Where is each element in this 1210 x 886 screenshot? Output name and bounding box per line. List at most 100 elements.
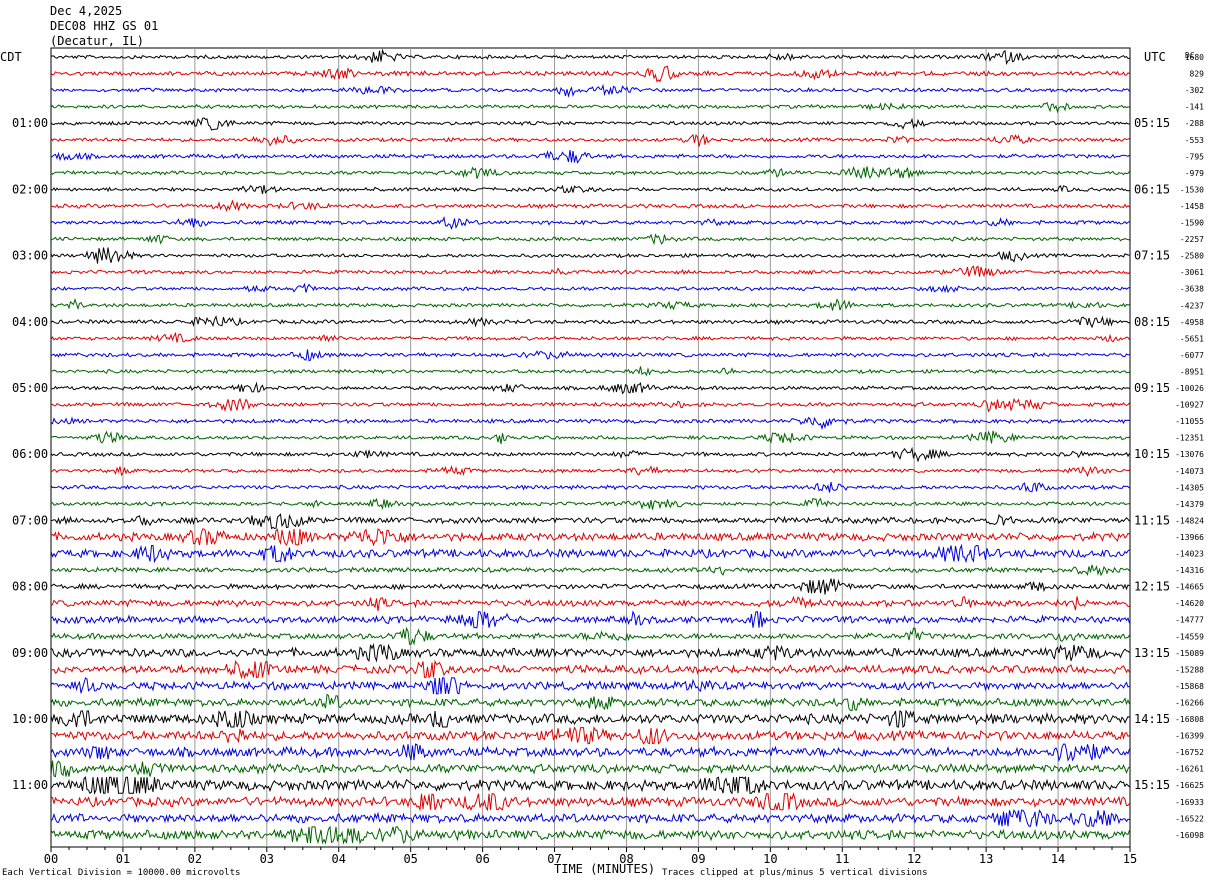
x-tick-label: 05 xyxy=(403,852,417,866)
dc-offset-label: -12351 xyxy=(1175,434,1204,443)
left-timezone-label: CDT xyxy=(0,50,22,64)
right-hour-label: 13:15 xyxy=(1134,646,1170,660)
right-hour-label: 09:15 xyxy=(1134,381,1170,395)
right-hour-label: 14:15 xyxy=(1134,712,1170,726)
trace-line xyxy=(50,199,1130,213)
x-tick-label: 09 xyxy=(691,852,705,866)
dc-offset-label: 1680 xyxy=(1185,53,1204,62)
trace-line xyxy=(50,298,1130,311)
trace-line xyxy=(50,578,1130,595)
trace-line xyxy=(50,65,1130,83)
dc-offset-label: -14073 xyxy=(1175,467,1204,476)
trace-line xyxy=(50,725,1130,745)
plot-frame xyxy=(50,47,1131,848)
dc-offset-label: -16522 xyxy=(1175,814,1204,823)
trace-line xyxy=(50,430,1130,445)
left-hour-label: 04:00 xyxy=(12,315,48,329)
dc-offset-label: -302 xyxy=(1185,86,1204,95)
trace-line xyxy=(50,133,1130,147)
dc-offset-label: -4237 xyxy=(1180,301,1204,310)
clip-note: Traces clipped at plus/minus 5 vertical … xyxy=(662,868,928,878)
dc-offset-label: -2580 xyxy=(1180,252,1204,261)
dc-offset-label: -11055 xyxy=(1175,417,1204,426)
trace-line xyxy=(50,564,1130,577)
right-hour-label: 11:15 xyxy=(1134,513,1170,527)
left-hour-label: 07:00 xyxy=(12,513,48,527)
dc-offset-label: -14379 xyxy=(1175,500,1204,509)
header-date: Dec 4,2025 xyxy=(50,4,123,18)
dc-offset-label: -16808 xyxy=(1175,715,1204,724)
trace-line xyxy=(50,265,1130,278)
header-location: (Decatur, IL) xyxy=(50,34,144,48)
dc-offset-label: -15868 xyxy=(1175,682,1204,691)
left-hour-label: 10:00 xyxy=(12,712,48,726)
trace-line xyxy=(50,792,1130,812)
trace-line xyxy=(50,626,1130,646)
trace-line xyxy=(50,216,1130,231)
trace-line xyxy=(50,760,1130,778)
trace-line xyxy=(50,610,1130,629)
x-tick-label: 14 xyxy=(1051,852,1065,866)
dc-offset-label: -4958 xyxy=(1180,318,1204,327)
x-tick-label: 01 xyxy=(116,852,130,866)
dc-offset-label: -14824 xyxy=(1175,516,1204,525)
trace-line xyxy=(50,642,1130,663)
trace-line xyxy=(50,693,1130,711)
x-tick-label: 00 xyxy=(44,852,58,866)
dc-offset-label: -979 xyxy=(1185,169,1204,178)
left-hour-label: 02:00 xyxy=(12,182,48,196)
trace-line xyxy=(50,743,1130,762)
dc-offset-label: -8951 xyxy=(1180,367,1204,376)
x-tick-label: 06 xyxy=(475,852,489,866)
trace-line xyxy=(50,416,1130,431)
dc-offset-label: -14023 xyxy=(1175,550,1204,559)
dc-offset-label: -553 xyxy=(1185,136,1204,145)
right-timezone-label: UTC xyxy=(1144,50,1166,64)
trace-line xyxy=(50,366,1130,377)
right-hour-label: 10:15 xyxy=(1134,447,1170,461)
trace-line xyxy=(50,513,1130,530)
dc-offset-label: -16261 xyxy=(1175,765,1204,774)
trace-line xyxy=(50,247,1130,264)
trace-line xyxy=(50,184,1130,195)
dc-offset-label: -2257 xyxy=(1180,235,1204,244)
dc-offset-label: 829 xyxy=(1190,70,1205,79)
trace-line xyxy=(50,397,1130,413)
x-tick-label: 10 xyxy=(763,852,777,866)
dc-offset-label: -288 xyxy=(1185,119,1204,128)
dc-offset-label: -16752 xyxy=(1175,748,1204,757)
left-hour-label: 01:00 xyxy=(12,116,48,130)
dc-offset-label: -1458 xyxy=(1180,202,1204,211)
trace-line xyxy=(50,117,1130,131)
dc-offset-label: -14316 xyxy=(1175,566,1204,575)
x-tick-label: 07 xyxy=(547,852,561,866)
dc-offset-label: -1530 xyxy=(1180,185,1204,194)
x-tick-label: 12 xyxy=(907,852,921,866)
trace-line xyxy=(50,481,1130,493)
dc-offset-label: -15089 xyxy=(1175,649,1204,658)
trace-line xyxy=(50,315,1130,329)
x-tick-label: 08 xyxy=(619,852,633,866)
trace-line xyxy=(51,497,1130,511)
dc-offset-label: -14305 xyxy=(1175,483,1204,492)
trace-line xyxy=(50,809,1130,827)
right-hour-label: 06:15 xyxy=(1134,182,1170,196)
trace-line xyxy=(50,659,1130,680)
right-hour-label: 15:15 xyxy=(1134,778,1170,792)
left-hour-label: 05:00 xyxy=(12,381,48,395)
trace-line xyxy=(50,595,1130,612)
trace-line xyxy=(50,282,1130,294)
dc-offset-label: -795 xyxy=(1185,152,1204,161)
dc-offset-label: -14665 xyxy=(1175,583,1204,592)
dc-offset-label: -16933 xyxy=(1175,798,1204,807)
left-hour-label: 11:00 xyxy=(12,778,48,792)
x-axis-title: TIME (MINUTES) xyxy=(554,862,656,876)
trace-line xyxy=(50,709,1130,729)
dc-offset-label: -13966 xyxy=(1175,533,1204,542)
x-tick-label: 03 xyxy=(260,852,274,866)
trace-line xyxy=(50,101,1130,114)
header-station: DEC08 HHZ GS 01 xyxy=(50,19,159,33)
trace-line xyxy=(50,381,1130,395)
dc-offset-label: -6077 xyxy=(1180,351,1204,360)
